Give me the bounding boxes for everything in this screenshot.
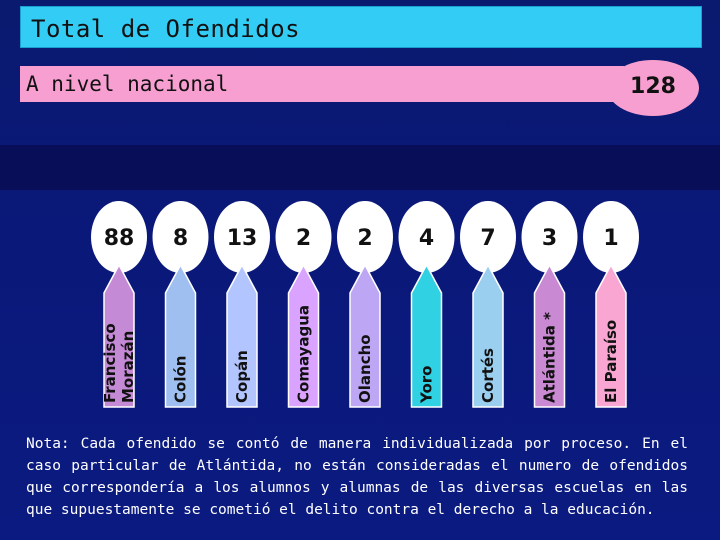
category-label-line: El Paraíso [602,320,620,403]
category-group: 3 Atlántida * [521,201,578,408]
subtitle-bar: A nivel nacional [20,66,624,102]
value-label: 2 [357,226,372,251]
category-arrow [349,263,381,408]
category-label-line: Olancho [356,334,374,403]
category-label-line: Comayagua [295,305,313,403]
category-label-line: Atlántida * [541,312,559,403]
category-arrow [472,263,504,408]
category-label-line: Yoro [418,366,436,405]
value-bubble [214,201,270,273]
category-label: Colón [172,356,190,403]
value-label: 7 [480,226,495,251]
title-bar: Total de Ofendidos [20,6,702,48]
page-title: Total de Ofendidos [31,15,301,43]
value-bubble [275,201,332,273]
category-group: 4 Yoro [398,201,455,408]
value-label: 2 [296,226,311,251]
category-arrow [595,263,627,408]
category-label: FranciscoMorazán [101,323,137,403]
category-label: Comayagua [295,305,313,403]
category-arrow [103,263,135,408]
category-label-line: Morazán [119,331,137,403]
category-label-line: Copán [233,350,251,403]
value-bubble [398,201,455,273]
category-label: Olancho [356,334,374,403]
value-label: 8 [173,226,188,251]
category-arrow [226,263,258,408]
dark-band [0,145,720,190]
value-bubble [521,201,578,273]
category-arrow [164,263,197,408]
subtitle-label: A nivel nacional [26,72,229,96]
value-label: 1 [603,226,618,251]
category-group: 2 Olancho [337,201,393,408]
value-bubble [460,201,516,273]
category-arrow [533,263,566,408]
category-group: 88 FranciscoMorazán [91,201,147,408]
value-label: 4 [419,226,434,251]
value-bubble [583,201,639,273]
value-bubble [91,201,147,273]
category-group: 13 Copán [214,201,270,408]
department-chart: 88FranciscoMorazán8Colón13Copán2Comayagu… [91,201,639,408]
category-label-line: Colón [172,356,190,403]
category-group: 8 Colón [152,201,209,408]
value-bubble [152,201,209,273]
category-group: 2 Comayagua [275,201,332,408]
total-value: 128 [630,74,676,99]
category-group: 7 Cortés [460,201,516,408]
note-text: Nota: Cada ofendido se contó de manera i… [26,436,688,518]
value-label: 3 [542,226,557,251]
category-label: Copán [233,350,251,403]
value-bubble [337,201,393,273]
category-arrow [410,263,443,408]
category-label-line: Francisco [101,323,119,403]
category-label: Atlántida * [541,312,559,403]
category-label-line: Cortés [479,348,497,403]
value-label: 88 [104,226,135,251]
total-badge: 128 [607,60,699,116]
category-label: El Paraíso [602,320,620,403]
category-label: Cortés [479,348,497,403]
category-label: Yoro [418,366,436,405]
category-group: 1 El Paraíso [583,201,639,408]
category-arrow [287,263,320,408]
value-label: 13 [227,226,258,251]
